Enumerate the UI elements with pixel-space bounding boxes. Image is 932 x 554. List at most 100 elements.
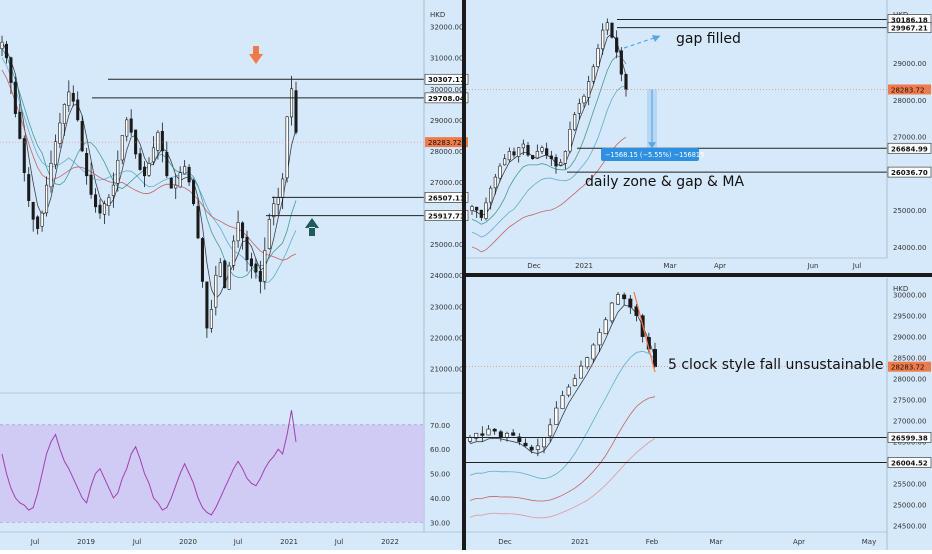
weekly-candle[interactable] (31, 202, 35, 220)
hourly-candle[interactable] (486, 428, 491, 436)
hourly-candle[interactable] (548, 424, 553, 437)
hourly-candle[interactable] (616, 294, 620, 305)
daily-candle[interactable] (605, 22, 609, 31)
weekly-candle[interactable] (160, 130, 164, 152)
weekly-candle[interactable] (94, 194, 98, 208)
weekly-candle[interactable] (67, 91, 71, 106)
weekly-candle[interactable] (151, 147, 155, 163)
weekly-candle[interactable] (18, 111, 22, 139)
daily-candle[interactable] (526, 145, 530, 156)
daily-panel[interactable]: HKD30000.0029000.0028000.0027000.0026000… (466, 0, 932, 270)
hourly-candle[interactable] (653, 349, 657, 368)
weekly-candle[interactable] (49, 163, 53, 188)
hourly-candle[interactable] (585, 357, 590, 368)
weekly-candle[interactable] (0, 41, 4, 50)
hourly-candle[interactable] (492, 428, 497, 432)
weekly-candle[interactable] (107, 197, 111, 206)
daily-candle[interactable] (489, 187, 493, 203)
weekly-candle[interactable] (156, 131, 160, 151)
hourly-candle[interactable] (535, 445, 540, 450)
weekly-candle[interactable] (169, 177, 173, 189)
daily-candle[interactable] (619, 50, 623, 75)
hourly-candle[interactable] (542, 437, 546, 448)
daily-candle[interactable] (615, 37, 619, 53)
weekly-candle[interactable] (254, 263, 258, 273)
weekly-candle[interactable] (276, 197, 280, 205)
weekly-candle[interactable] (129, 118, 133, 133)
daily-candle[interactable] (521, 143, 525, 149)
weekly-candle[interactable] (245, 236, 249, 261)
hourly-candle[interactable] (591, 344, 596, 360)
weekly-candle[interactable] (272, 203, 276, 218)
weekly-candle[interactable] (214, 274, 218, 308)
hourly-candle[interactable] (572, 378, 577, 386)
daily-candle[interactable] (531, 155, 535, 160)
weekly-candle[interactable] (196, 206, 200, 239)
daily-candle[interactable] (610, 22, 614, 38)
weekly-candle[interactable] (223, 260, 227, 288)
hourly-candle[interactable] (609, 302, 614, 322)
daily-candle[interactable] (517, 147, 521, 157)
weekly-candle[interactable] (263, 250, 267, 282)
weekly-panel[interactable]: HKD 32000.00 31000.00 30000.00 29000.00 28000… (0, 0, 469, 546)
weekly-candle[interactable] (232, 240, 236, 266)
weekly-candle[interactable] (116, 159, 120, 184)
hourly-candle[interactable] (554, 407, 559, 425)
daily-candle[interactable] (470, 206, 474, 211)
hourly-candle[interactable] (622, 294, 627, 300)
daily-candle[interactable] (498, 165, 502, 179)
daily-candle[interactable] (545, 148, 549, 156)
daily-candle[interactable] (582, 95, 586, 104)
weekly-candle[interactable] (183, 166, 187, 175)
daily-candle[interactable] (601, 29, 605, 50)
horizontal-divider[interactable] (466, 273, 932, 277)
daily-candle[interactable] (596, 48, 600, 67)
daily-candle[interactable] (568, 129, 572, 152)
weekly-candle[interactable] (102, 203, 106, 215)
weekly-candle[interactable] (111, 184, 115, 196)
weekly-candle[interactable] (125, 119, 129, 137)
hourly-candle[interactable] (560, 395, 565, 409)
hourly-candle[interactable] (579, 365, 583, 379)
daily-candle[interactable] (479, 209, 483, 218)
weekly-candle[interactable] (89, 174, 93, 195)
daily-candle[interactable] (563, 151, 567, 164)
weekly-candle[interactable] (205, 281, 209, 329)
hourly-candle[interactable] (498, 431, 503, 438)
daily-candle[interactable] (507, 151, 511, 161)
weekly-candle[interactable] (227, 265, 231, 290)
daily-candle[interactable] (559, 162, 563, 166)
daily-candle[interactable] (577, 103, 581, 114)
hourly-candle[interactable] (603, 319, 608, 334)
daily-candle[interactable] (573, 114, 577, 131)
weekly-candle[interactable] (22, 138, 26, 173)
daily-candle[interactable] (493, 176, 497, 189)
weekly-candle[interactable] (290, 88, 294, 118)
daily-candle[interactable] (549, 155, 553, 160)
hourly-candle[interactable] (566, 386, 571, 396)
daily-candle[interactable] (554, 156, 558, 167)
hourly-candle[interactable] (529, 446, 534, 451)
weekly-candle[interactable] (143, 166, 147, 177)
weekly-candle[interactable] (281, 178, 285, 198)
weekly-candle[interactable] (27, 174, 31, 201)
weekly-candle[interactable] (53, 141, 57, 166)
weekly-candle[interactable] (285, 116, 289, 179)
daily-candle[interactable] (484, 202, 488, 219)
hourly-candle[interactable] (517, 436, 522, 442)
weekly-candle[interactable] (45, 184, 49, 214)
weekly-candle[interactable] (249, 258, 253, 267)
weekly-candle[interactable] (62, 104, 66, 125)
weekly-candle[interactable] (147, 163, 151, 176)
hourly-candle[interactable] (597, 332, 602, 346)
hourly-candle[interactable] (505, 432, 509, 438)
weekly-candle[interactable] (165, 152, 169, 177)
hourly-candle[interactable] (523, 442, 528, 447)
hourly-candle[interactable] (628, 298, 633, 308)
weekly-candle[interactable] (13, 81, 17, 114)
hourly-candle[interactable] (511, 432, 516, 436)
daily-candle[interactable] (503, 158, 507, 166)
weekly-candle[interactable] (138, 153, 142, 170)
weekly-candle[interactable] (80, 121, 84, 152)
